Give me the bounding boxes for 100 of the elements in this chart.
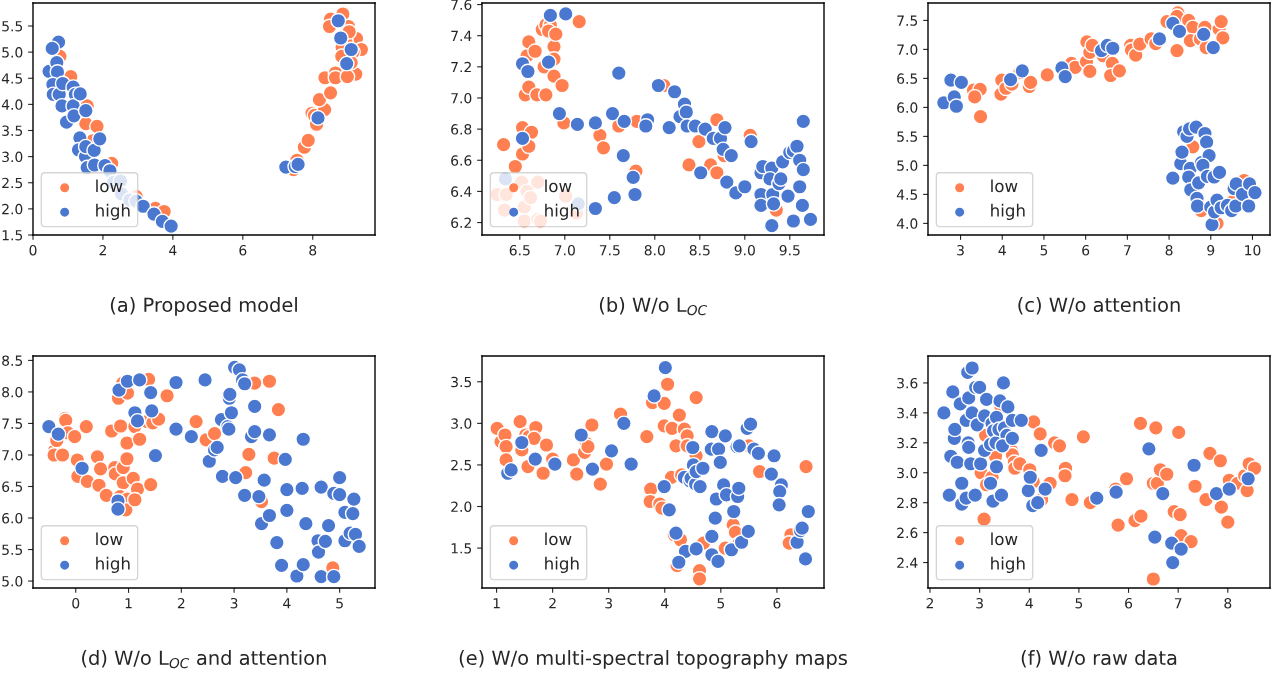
y-tick-label: 1.5	[451, 543, 472, 554]
x-tick-label: 8	[1224, 597, 1232, 609]
x-tick-label: 4	[661, 598, 669, 609]
x-tick-label: 8.0	[644, 244, 665, 256]
x-tick-label: 3	[957, 244, 964, 256]
x-tick-label: 2	[99, 244, 106, 256]
y-tick-label: 1.5	[2, 230, 23, 241]
y-tick-label: 2.5	[451, 459, 472, 471]
legend-label: low	[991, 532, 1018, 546]
y-tick-label: 4.0	[1, 99, 23, 110]
y-tick-label: 7.0	[897, 44, 918, 55]
legend-label: high	[545, 556, 579, 573]
y-tick-label: 7.0	[2, 449, 23, 461]
x-tick-label: 1	[493, 598, 500, 609]
y-tick-label: 6.4	[451, 186, 472, 197]
y-tick-label: 4.0	[896, 218, 918, 229]
x-tick-label: 2	[177, 597, 185, 609]
legend-label: high	[96, 556, 130, 573]
y-tick-label: 7.5	[897, 15, 918, 26]
x-tick-label: 2	[926, 597, 934, 609]
legend-label: low	[991, 179, 1018, 193]
x-tick-label: 7.0	[554, 244, 575, 256]
legend-label: high	[991, 203, 1025, 220]
y-tick-label: 5.0	[2, 47, 23, 58]
y-tick-label: 6.5	[897, 73, 918, 84]
legend-label: low	[96, 179, 123, 193]
legend-label: low	[545, 179, 572, 193]
x-tick-label: 7	[1124, 245, 1131, 256]
x-tick-label: 10	[1245, 244, 1261, 256]
y-tick-label: 5.5	[897, 131, 918, 142]
x-tick-label: 6	[1082, 244, 1090, 256]
y-tick-label: 8.0	[2, 386, 23, 398]
x-tick-label: 8	[1165, 244, 1173, 256]
y-tick-label: 3.5	[2, 125, 23, 136]
y-tick-label: 2.8	[897, 497, 918, 509]
legend-label: low	[96, 532, 123, 546]
y-tick-label: 2.5	[2, 177, 23, 189]
y-tick-label: 3.6	[897, 377, 918, 389]
y-tick-label: 2.0	[2, 203, 23, 215]
y-tick-label: 7.6	[451, 0, 472, 11]
legend-label: high	[96, 203, 130, 220]
x-axis-title: (c) W/o attention	[1018, 297, 1180, 315]
x-axis-title: (f) W/o raw data	[1021, 650, 1177, 668]
x-tick-label: 4	[1025, 598, 1033, 609]
x-tick-label: 4	[169, 245, 177, 256]
y-tick-label: 8.5	[2, 355, 23, 366]
x-tick-label: 3	[230, 597, 238, 609]
legend-label: high	[545, 203, 579, 220]
x-tick-label: 5	[336, 598, 343, 609]
legend-label: high	[991, 556, 1025, 573]
x-tick-label: 7.5	[599, 245, 620, 256]
y-tick-label: 7.2	[451, 61, 471, 73]
x-tick-label: 7	[1174, 598, 1182, 609]
x-tick-label: 6	[239, 244, 247, 256]
y-tick-label: 3.0	[451, 418, 472, 429]
y-tick-label: 3.0	[897, 467, 918, 479]
x-tick-label: 9.5	[779, 244, 800, 256]
y-tick-label: 6.5	[2, 481, 23, 492]
y-tick-label: 7.0	[451, 92, 472, 104]
x-tick-label: 6	[1125, 597, 1133, 609]
y-tick-label: 3.2	[897, 437, 917, 449]
y-tick-label: 6.0	[897, 102, 918, 113]
x-tick-label: 9	[1207, 244, 1215, 256]
y-tick-label: 5.5	[2, 544, 23, 556]
y-tick-label: 6.8	[451, 124, 472, 135]
x-tick-label: 0	[29, 244, 37, 256]
x-tick-label: 1	[125, 598, 132, 609]
x-tick-label: 5	[1040, 245, 1048, 256]
y-tick-label: 3.4	[897, 407, 918, 419]
x-tick-label: 0	[72, 597, 80, 609]
x-tick-label: 3	[976, 597, 983, 609]
x-tick-label: 4	[283, 598, 291, 609]
y-tick-label: 5.0	[2, 576, 23, 587]
y-tick-label: 7.4	[451, 30, 472, 41]
x-axis-title: (a) Proposed model	[110, 297, 297, 316]
x-tick-label: 3	[605, 597, 613, 609]
x-tick-label: 8	[309, 244, 317, 256]
y-tick-label: 2.6	[897, 527, 918, 539]
y-tick-label: 3.5	[451, 376, 472, 388]
y-tick-label: 4.5	[1, 73, 23, 84]
x-tick-label: 4	[998, 245, 1006, 256]
y-tick-label: 2.4	[897, 557, 918, 568]
x-tick-label: 6	[773, 597, 781, 609]
x-tick-label: 5	[717, 598, 725, 609]
y-tick-label: 5.0	[897, 160, 918, 171]
y-tick-label: 4.5	[896, 189, 918, 200]
x-tick-label: 9.0	[734, 244, 755, 256]
y-tick-label: 2.0	[451, 501, 472, 512]
y-tick-label: 7.5	[2, 418, 23, 429]
x-axis-title: (e) W/o multi-spectral topography maps	[459, 650, 847, 669]
x-tick-label: 8.5	[689, 244, 710, 256]
y-tick-label: 6.0	[2, 512, 23, 524]
legend-label: low	[545, 532, 572, 546]
y-tick-label: 5.5	[2, 21, 23, 32]
y-tick-label: 6.6	[451, 155, 472, 166]
x-axis-title: (d) W/o L$_{OC}$ and attention	[82, 650, 326, 669]
x-tick-label: 5	[1075, 598, 1083, 609]
x-tick-label: 2	[549, 597, 556, 609]
x-axis-title: (b) W/o L$_{OC}$	[599, 297, 707, 316]
x-tick-label: 6.5	[509, 244, 530, 256]
